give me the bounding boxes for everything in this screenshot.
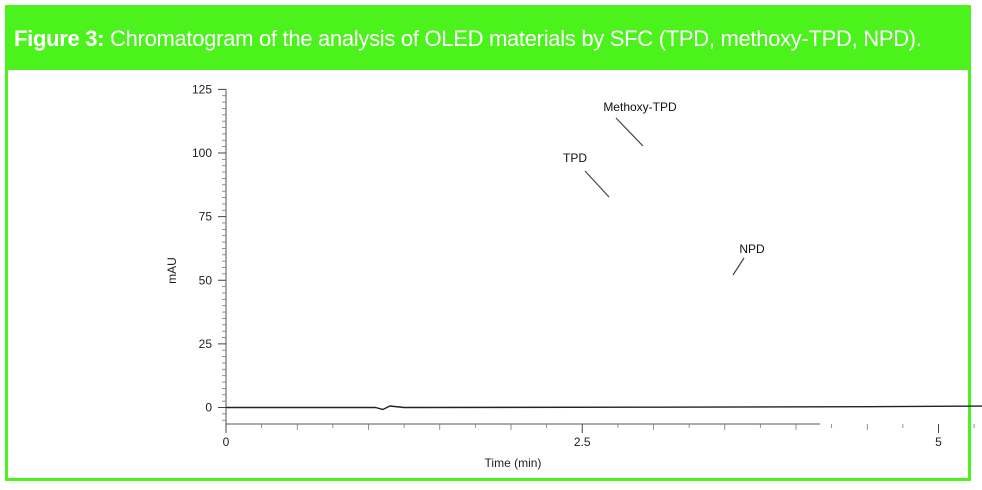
figure-caption: Chromatogram of the analysis of OLED mat…: [110, 26, 922, 51]
figure-header: Figure 3: Chromatogram of the analysis o…: [8, 8, 968, 70]
series-line-trace: [226, 405, 982, 411]
y-tick-label: 125: [192, 82, 212, 96]
y-axis-title: mAU: [165, 257, 179, 284]
x-tick-label: 0: [223, 435, 230, 449]
figure-title: Figure 3: Chromatogram of the analysis o…: [8, 26, 922, 52]
axes-group: [225, 89, 820, 425]
peak-leader-npd: [732, 257, 745, 276]
x-tick-label: 2.5: [574, 435, 591, 449]
x-ticks: 02.557.5: [223, 424, 942, 449]
y-ticks: 0 25 50 75 100 125: [192, 82, 226, 415]
x-tick-label: 5: [935, 435, 942, 449]
figure-label: Figure 3:: [14, 26, 105, 51]
y-minor-ticks: [222, 95, 226, 421]
y-tick-label: 0: [205, 401, 212, 415]
x-axis-title: Time (min): [485, 456, 542, 470]
y-tick-label: 100: [192, 146, 212, 160]
peak-label-methoxy-tpd: Methoxy-TPD: [603, 100, 677, 114]
y-tick-label: 50: [199, 273, 213, 287]
peak-label-tpd: TPD: [563, 151, 587, 165]
figure-frame: Figure 3: Chromatogram of the analysis o…: [5, 5, 971, 481]
series-group: [226, 405, 982, 411]
annotations-group: TPD Methoxy-TPD NPD: [563, 100, 765, 276]
y-tick-label: 25: [199, 337, 213, 351]
peak-label-npd: NPD: [739, 242, 765, 256]
y-tick-label: 75: [199, 210, 213, 224]
peak-leader-methoxy-tpd: [615, 117, 644, 147]
peak-leader-tpd: [584, 170, 610, 198]
x-minor-ticks: [261, 424, 975, 430]
